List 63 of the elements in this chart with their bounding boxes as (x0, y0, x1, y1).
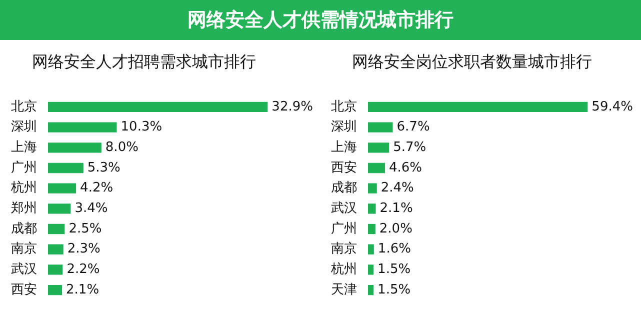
chart-subtitle: 网络安全岗位求职者数量城市排行 (352, 52, 592, 73)
y-tick-label: 武汉 (11, 262, 37, 278)
data-label: 2.3% (67, 242, 100, 257)
y-tick-label: 杭州 (10, 180, 37, 196)
bar (368, 102, 588, 112)
data-label: 2.0% (379, 221, 412, 236)
bar (48, 284, 62, 296)
data-label: 1.6% (378, 242, 411, 257)
text: 网络安全人才供需情况城市排行 (0, 0, 641, 40)
bar (48, 162, 84, 174)
bar (368, 224, 376, 234)
data-label: 1.5% (378, 282, 411, 298)
bar (368, 264, 374, 275)
bar (368, 204, 376, 214)
bar (48, 142, 102, 153)
data-label: 5.3% (87, 160, 120, 176)
y-tick-label: 上海 (331, 140, 357, 156)
data-label: 10.3% (120, 120, 162, 135)
bar (368, 142, 390, 153)
y-tick-label: 成都 (11, 221, 37, 236)
bar (48, 122, 117, 132)
data-label: 8.0% (105, 140, 138, 156)
y-tick-label: 广州 (331, 221, 357, 236)
y-tick-label: 深圳 (331, 120, 357, 135)
bar (48, 102, 268, 112)
data-label: 2.1% (66, 282, 100, 298)
bar (368, 284, 374, 296)
y-tick-label: 广州 (11, 160, 37, 176)
data-label: 3.4% (74, 201, 108, 216)
y-tick-label: 深圳 (11, 120, 37, 135)
data-label: 4.2% (80, 180, 114, 196)
data-label: 2.2% (66, 262, 100, 278)
data-label: 2.1% (380, 201, 413, 216)
bar (48, 224, 65, 234)
bar (368, 183, 377, 194)
data-label: 32.9% (272, 99, 313, 114)
bar (368, 162, 386, 174)
y-tick-label: 成都 (331, 180, 357, 196)
data-label: 6.7% (396, 120, 430, 135)
data-label: 2.4% (380, 180, 414, 196)
bar (48, 264, 63, 275)
y-tick-label: 郑州 (11, 201, 37, 216)
y-tick-label: 杭州 (330, 262, 357, 278)
y-tick-label: 南京 (11, 242, 37, 257)
bar (48, 244, 64, 254)
y-tick-label: 北京 (331, 99, 357, 114)
bar (48, 204, 71, 214)
data-label: 4.6% (389, 160, 422, 176)
data-label: 5.7% (393, 140, 426, 156)
y-tick-label: 北京 (11, 99, 37, 114)
y-tick-label: 西安 (331, 159, 357, 176)
y-tick-label: 武汉 (331, 201, 357, 216)
y-tick-label: 西安 (11, 281, 37, 298)
bar (48, 183, 76, 194)
data-label: 2.5% (68, 221, 102, 236)
y-tick-label: 天津 (331, 282, 357, 298)
chart-subtitle: 网络安全人才招聘需求城市排行 (32, 52, 256, 73)
data-label: 59.4% (592, 99, 633, 114)
data-label: 1.5% (378, 262, 411, 278)
bar (368, 122, 393, 132)
y-tick-label: 南京 (331, 242, 357, 257)
y-tick-label: 上海 (11, 140, 37, 156)
bar (368, 244, 374, 254)
